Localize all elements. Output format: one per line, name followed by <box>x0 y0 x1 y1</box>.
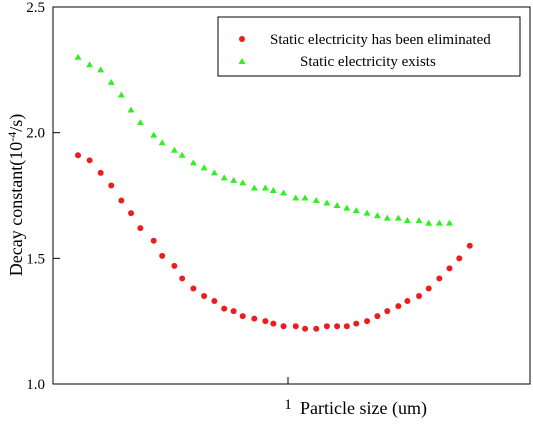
data-point <box>302 325 309 332</box>
data-point <box>292 194 300 201</box>
data-point <box>280 323 287 330</box>
data-point <box>201 293 208 300</box>
data-point <box>189 159 197 166</box>
data-point <box>384 308 391 315</box>
data-point <box>373 212 381 219</box>
data-point <box>200 164 208 171</box>
data-point <box>404 298 411 305</box>
y-axis-ticks: 1.0 1.5 2.0 2.5 <box>26 0 60 393</box>
legend-label-eliminated: Static electricity has been eliminated <box>270 32 491 48</box>
data-point <box>364 318 371 325</box>
series-eliminated <box>75 152 473 332</box>
data-point <box>446 219 454 226</box>
data-point <box>343 204 351 211</box>
data-point <box>363 209 371 216</box>
data-point <box>211 298 218 305</box>
data-point <box>270 320 277 327</box>
legend-box <box>217 16 521 77</box>
data-point <box>108 182 115 189</box>
data-point <box>239 179 247 186</box>
data-point <box>323 323 330 330</box>
data-point <box>395 303 402 310</box>
data-point <box>323 199 331 206</box>
data-point <box>334 323 341 330</box>
data-point <box>415 217 423 224</box>
y-tick-label: 1.0 <box>26 377 45 393</box>
data-point <box>127 106 135 113</box>
data-point <box>178 151 186 158</box>
series-exists <box>74 53 454 226</box>
plot-frame <box>52 6 531 385</box>
data-point <box>220 174 228 181</box>
y-axis-title-main: Decay constant(10 <box>6 142 27 276</box>
y-tick-label: 1.5 <box>26 251 45 267</box>
y-tick-label: 2.5 <box>26 0 45 16</box>
data-point <box>74 53 82 60</box>
data-point <box>97 66 105 73</box>
data-point <box>158 139 166 146</box>
data-point <box>159 252 166 259</box>
data-point <box>425 219 433 226</box>
data-point <box>292 323 299 330</box>
x-axis-title: Particle size (um) <box>300 398 427 419</box>
data-point <box>301 194 309 201</box>
data-point <box>107 78 115 85</box>
data-point <box>171 262 178 269</box>
data-point <box>353 320 360 327</box>
y-axis-title-sup: -4 <box>5 132 19 142</box>
data-point <box>435 219 443 226</box>
data-point <box>230 308 237 315</box>
data-point <box>456 255 463 262</box>
legend-marker-eliminated <box>239 36 245 42</box>
data-point <box>280 189 288 196</box>
data-point <box>394 214 402 221</box>
legend: Static electricity has been eliminated S… <box>217 16 521 77</box>
data-point <box>210 169 218 176</box>
data-point <box>118 197 125 204</box>
data-point <box>466 242 473 249</box>
data-point <box>425 285 432 292</box>
data-point <box>86 157 93 164</box>
legend-marker-exists <box>238 58 246 64</box>
data-point <box>383 214 391 221</box>
data-point <box>136 119 144 126</box>
data-point <box>262 318 269 325</box>
data-point <box>374 313 381 320</box>
legend-label-exists: Static electricity exists <box>300 54 436 70</box>
data-point <box>221 305 228 312</box>
data-point <box>416 293 423 300</box>
data-point <box>446 265 453 272</box>
data-point <box>230 176 238 183</box>
y-axis-title-suffix: /s) <box>6 114 27 132</box>
data-point <box>239 313 246 320</box>
data-point <box>261 184 269 191</box>
data-point <box>403 217 411 224</box>
data-point <box>75 152 82 159</box>
data-point <box>179 275 186 282</box>
data-point <box>128 210 135 217</box>
x-tick-label: 1 <box>284 397 292 413</box>
data-point <box>250 184 258 191</box>
data-point <box>190 285 197 292</box>
data-point <box>97 169 104 176</box>
y-tick-label: 2.0 <box>26 126 45 142</box>
data-point <box>137 225 144 232</box>
data-point <box>313 325 320 332</box>
data-point <box>251 315 258 322</box>
data-point <box>269 186 277 193</box>
data-point <box>170 146 178 153</box>
data-point <box>333 202 341 209</box>
data-point <box>150 131 158 138</box>
data-point <box>352 207 360 214</box>
y-axis-title: Decay constant(10-4/s) <box>5 114 27 276</box>
data-point <box>436 275 443 282</box>
data-point <box>312 197 320 204</box>
data-point <box>150 237 157 244</box>
series-layer <box>74 53 473 332</box>
data-point <box>117 91 125 98</box>
data-point <box>86 61 94 68</box>
data-point <box>343 323 350 330</box>
